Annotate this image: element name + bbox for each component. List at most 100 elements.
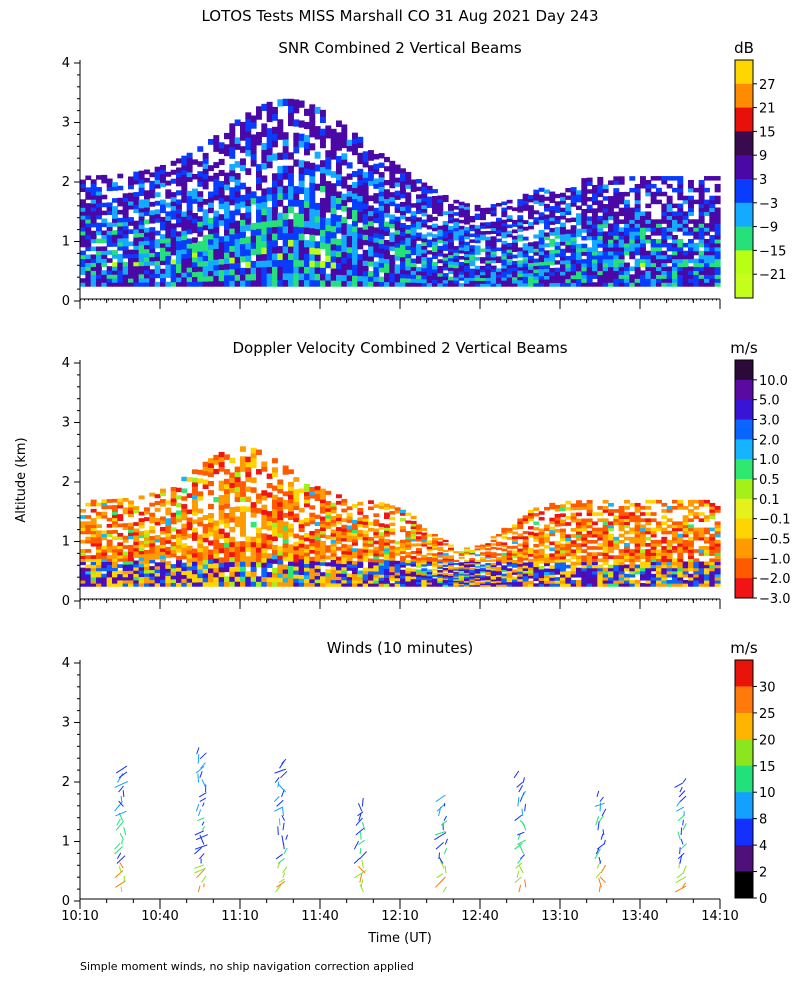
heatmap-cell [453, 279, 460, 284]
heatmap-cell [234, 571, 241, 577]
heatmap-cell [469, 280, 476, 284]
heatmap-cell [709, 274, 716, 279]
heatmap-cell [672, 223, 678, 228]
heatmap-cell [144, 569, 150, 574]
heatmap-cell [645, 506, 652, 510]
heatmap-cell [309, 538, 316, 543]
heatmap-cell [298, 488, 305, 493]
heatmap-cell [96, 194, 102, 200]
heatmap-cell [357, 264, 364, 271]
heatmap-cell [288, 494, 294, 500]
heatmap-cell [202, 470, 209, 476]
heatmap-cell [549, 271, 556, 276]
heatmap-cell [293, 272, 300, 281]
heatmap-cell [112, 508, 118, 512]
heatmap-cell [186, 578, 193, 583]
heatmap-cell [581, 228, 588, 233]
heatmap-cell [229, 169, 236, 177]
heatmap-cell [234, 190, 241, 198]
heatmap-cell [528, 259, 534, 264]
heatmap-cell [218, 514, 225, 520]
heatmap-cell [240, 466, 246, 472]
heatmap-cell [682, 250, 689, 256]
heatmap-cell [560, 233, 566, 239]
heatmap-cell [298, 527, 305, 533]
heatmap-cell [522, 541, 529, 545]
heatmap-cell [448, 556, 454, 560]
heatmap-cell [405, 559, 412, 564]
heatmap-cell [325, 249, 332, 256]
heatmap-cell [464, 203, 470, 207]
heatmap-cell [373, 227, 380, 233]
heatmap-cell [320, 561, 326, 566]
heatmap-cell [165, 511, 172, 516]
heatmap-cell [389, 563, 396, 567]
heatmap-cell [586, 282, 593, 287]
heatmap-cell [400, 231, 406, 237]
heatmap-cell [597, 243, 604, 248]
heatmap-cell [656, 583, 662, 587]
heatmap-cell [181, 178, 188, 185]
heatmap-cell [618, 583, 625, 587]
heatmap-cell [496, 547, 502, 551]
heatmap-cell [106, 230, 113, 235]
heatmap-cell [362, 223, 369, 230]
heatmap-cell [677, 207, 684, 213]
heatmap-cell [634, 506, 641, 510]
heatmap-cell [320, 509, 326, 514]
heatmap-cell [144, 533, 150, 538]
heatmap-cell [400, 269, 406, 275]
heatmap-cell [570, 267, 577, 272]
heatmap-cell [634, 518, 641, 523]
heatmap-cell [181, 160, 188, 166]
heatmap-cell [544, 221, 550, 226]
heatmap-cell [426, 540, 433, 543]
heatmap-cell [672, 215, 678, 220]
heatmap-cell [506, 579, 513, 583]
heatmap-cell [645, 266, 652, 271]
heatmap-cell [154, 230, 161, 236]
heatmap-cell [389, 263, 396, 269]
heatmap-cell [117, 504, 124, 509]
heatmap-cell [650, 223, 657, 228]
heatmap-cell [704, 246, 710, 252]
heatmap-cell [384, 574, 390, 578]
heatmap-cell [474, 245, 481, 250]
heatmap-cell [80, 207, 86, 212]
heatmap-cell [549, 553, 556, 557]
heatmap-cell [197, 521, 204, 527]
heatmap-cell [474, 568, 481, 571]
heatmap-cell [464, 226, 470, 231]
heatmap-cell [608, 543, 614, 547]
heatmap-cell [245, 242, 252, 250]
heatmap-cell [154, 179, 161, 185]
heatmap-cell [634, 564, 641, 569]
heatmap-cell [389, 236, 396, 242]
heatmap-cell [474, 577, 481, 580]
heatmap-cell [560, 252, 566, 257]
heatmap-cell [293, 505, 300, 511]
heatmap-cell [496, 572, 502, 576]
heatmap-cell [85, 203, 92, 208]
heatmap-cell [368, 564, 374, 569]
heatmap-cell [208, 554, 214, 560]
heatmap-cell [405, 583, 412, 587]
heatmap-cell [437, 279, 444, 284]
heatmap-cell [453, 562, 460, 565]
heatmap-cell [405, 512, 412, 516]
heatmap-cell [256, 561, 262, 568]
heatmap-cell [597, 576, 604, 581]
heatmap-cell [448, 235, 454, 240]
heatmap-cell [272, 471, 278, 478]
heatmap-cell [714, 250, 721, 256]
heatmap-cell [613, 195, 620, 201]
heatmap-cell [106, 206, 113, 212]
heatmap-cell [522, 256, 529, 261]
heatmap-cell [320, 492, 326, 497]
heatmap-cell [85, 536, 92, 541]
heatmap-cell [629, 238, 636, 244]
heatmap-cell [554, 562, 561, 566]
heatmap-cell [362, 567, 369, 572]
heatmap-cell [154, 565, 161, 570]
heatmap-cell [197, 281, 204, 287]
